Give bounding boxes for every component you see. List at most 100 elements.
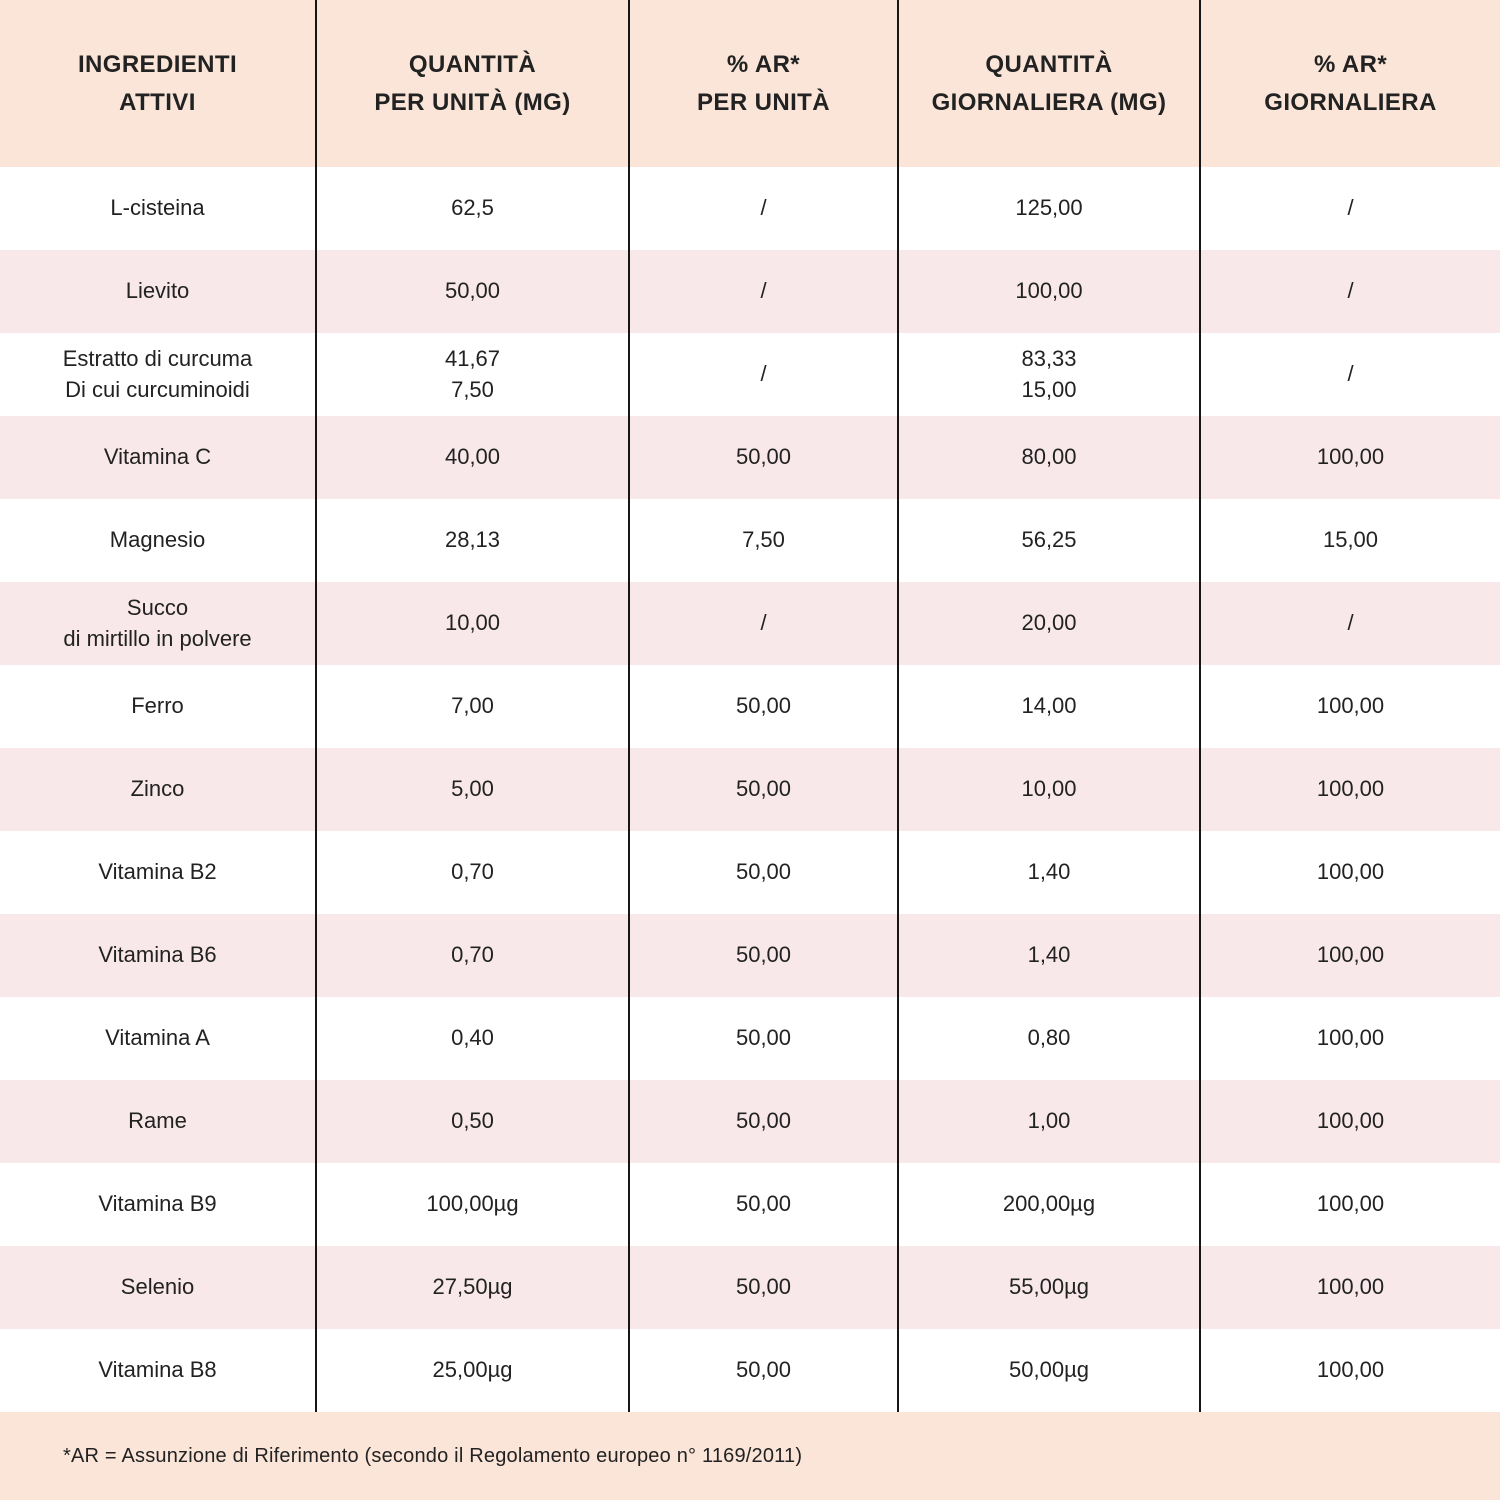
table-row: Vitamina B8 25,00µg 50,00 50,00µg 100,00 <box>0 1329 1500 1412</box>
cell-ingredient: Vitamina B8 <box>98 1357 217 1383</box>
cell-qty-per-unit: 10,00 <box>315 582 628 665</box>
table-row: Zinco 5,00 50,00 10,00 100,00 <box>0 748 1500 831</box>
cell-ingredient: Vitamina C <box>103 444 212 470</box>
cell-qty-daily: 10,00 <box>897 748 1199 831</box>
cell-ar-daily: 15,00 <box>1199 499 1500 582</box>
cell-ingredient: Succo di mirtillo in polvere <box>63 594 252 651</box>
cell-ar-per-unit: 50,00 <box>628 831 897 914</box>
cell-qty-per-unit: 28,13 <box>315 499 628 582</box>
cell-ar-daily: / <box>1199 333 1500 416</box>
cell-qty-daily: 55,00µg <box>897 1246 1199 1329</box>
table-row: L-cisteina 62,5/125,00/ <box>0 167 1500 250</box>
cell-qty-daily: 125,00 <box>897 167 1199 250</box>
cell-ar-per-unit: / <box>628 582 897 665</box>
cell-qty-per-unit: 0,40 <box>315 997 628 1080</box>
header-cell-quantita-per-unita: QUANTITÀ PER UNITÀ (MG) <box>315 0 628 167</box>
table-row: Rame 0,50 50,00 1,00 100,00 <box>0 1080 1500 1163</box>
cell-ingredient: Vitamina B6 <box>98 942 217 968</box>
cell-ingredient: Lievito <box>125 278 190 304</box>
cell-ingredient: Vitamina A <box>105 1025 210 1051</box>
cell-qty-per-unit: 100,00µg <box>315 1163 628 1246</box>
cell-ar-daily: / <box>1199 582 1500 665</box>
cell-qty-per-unit: 50,00 <box>315 250 628 333</box>
cell-qty-per-unit: 40,00 <box>315 416 628 499</box>
cell-qty-daily: 1,40 <box>897 914 1199 997</box>
cell-ingredient: Ferro <box>131 693 184 719</box>
cell-ar-per-unit: / <box>628 250 897 333</box>
table-row: Vitamina C 40,00 50,00 80,00 100,00 <box>0 416 1500 499</box>
table-body: L-cisteina 62,5/125,00/Lievito 50,00/100,0… <box>0 167 1500 1412</box>
cell-ar-daily: 100,00 <box>1199 1080 1500 1163</box>
table-row: Magnesio 28,13 7,50 56,25 15,00 <box>0 499 1500 582</box>
cell-ar-per-unit: 7,50 <box>628 499 897 582</box>
cell-ar-daily: 100,00 <box>1199 1329 1500 1412</box>
cell-ingredient: Vitamina B9 <box>98 1191 217 1217</box>
cell-ar-per-unit: 50,00 <box>628 1329 897 1412</box>
cell-qty-per-unit: 41,67 7,50 <box>315 333 628 416</box>
header-cell-ar-per-unita: % AR* PER UNITÀ <box>628 0 897 167</box>
cell-qty-per-unit: 7,00 <box>315 665 628 748</box>
table-row: Succo di mirtillo in polvere 10,00/20,00/ <box>0 582 1500 665</box>
cell-ingredient: Selenio <box>120 1274 195 1300</box>
cell-qty-daily: 0,80 <box>897 997 1199 1080</box>
cell-ingredient: L-cisteina <box>110 195 205 221</box>
cell-qty-per-unit: 62,5 <box>315 167 628 250</box>
cell-ar-per-unit: 50,00 <box>628 1246 897 1329</box>
cell-qty-daily: 50,00µg <box>897 1329 1199 1412</box>
cell-ar-daily: 100,00 <box>1199 748 1500 831</box>
table-row: Lievito 50,00/100,00/ <box>0 250 1500 333</box>
cell-qty-daily: 14,00 <box>897 665 1199 748</box>
cell-ingredient: Zinco <box>130 776 185 802</box>
cell-qty-per-unit: 0,70 <box>315 914 628 997</box>
cell-ar-per-unit: 50,00 <box>628 416 897 499</box>
cell-qty-per-unit: 25,00µg <box>315 1329 628 1412</box>
cell-ar-daily: 100,00 <box>1199 1163 1500 1246</box>
cell-qty-daily: 56,25 <box>897 499 1199 582</box>
cell-qty-per-unit: 5,00 <box>315 748 628 831</box>
footnote-bar: *AR = Assunzione di Riferimento (secondo… <box>0 1412 1500 1500</box>
table-row: Vitamina B2 0,70 50,00 1,40 100,00 <box>0 831 1500 914</box>
header-cell-ar-giornaliera: % AR* GIORNALIERA <box>1199 0 1500 167</box>
cell-qty-daily: 80,00 <box>897 416 1199 499</box>
cell-qty-daily: 200,00µg <box>897 1163 1199 1246</box>
cell-ingredient: Vitamina B2 <box>98 859 217 885</box>
cell-ar-daily: 100,00 <box>1199 665 1500 748</box>
cell-ar-daily: 100,00 <box>1199 1246 1500 1329</box>
table-row: Vitamina A 0,40 50,00 0,80 100,00 <box>0 997 1500 1080</box>
cell-qty-daily: 1,40 <box>897 831 1199 914</box>
footnote-text: *AR = Assunzione di Riferimento (secondo… <box>63 1444 803 1467</box>
cell-ar-daily: 100,00 <box>1199 416 1500 499</box>
table-row: Vitamina B6 0,70 50,00 1,40 100,00 <box>0 914 1500 997</box>
cell-ar-daily: 100,00 <box>1199 831 1500 914</box>
cell-ar-per-unit: 50,00 <box>628 1163 897 1246</box>
cell-qty-daily: 20,00 <box>897 582 1199 665</box>
cell-ingredient: Rame <box>128 1108 187 1134</box>
header-cell-quantita-giornaliera: QUANTITÀ GIORNALIERA (MG) <box>897 0 1199 167</box>
cell-ar-per-unit: 50,00 <box>628 914 897 997</box>
table-header-row: INGREDIENTI ATTIVI QUANTITÀ PER UNITÀ (M… <box>0 0 1500 167</box>
cell-ar-daily: 100,00 <box>1199 914 1500 997</box>
cell-ingredient: Estratto di curcuma Di cui curcuminoidi <box>62 345 253 402</box>
cell-qty-daily: 100,00 <box>897 250 1199 333</box>
table-row: Estratto di curcuma Di cui curcuminoidi 4… <box>0 333 1500 416</box>
header-cell-ingredienti-attivi: INGREDIENTI ATTIVI <box>77 51 238 116</box>
table-row: Selenio 27,50µg 50,00 55,00µg 100,00 <box>0 1246 1500 1329</box>
cell-ar-daily: / <box>1199 250 1500 333</box>
cell-qty-per-unit: 0,50 <box>315 1080 628 1163</box>
cell-ar-per-unit: 50,00 <box>628 997 897 1080</box>
cell-ar-daily: / <box>1199 167 1500 250</box>
cell-ar-per-unit: 50,00 <box>628 665 897 748</box>
cell-ar-per-unit: 50,00 <box>628 748 897 831</box>
cell-ar-per-unit: / <box>628 167 897 250</box>
table-row: Ferro 7,00 50,00 14,00 100,00 <box>0 665 1500 748</box>
cell-qty-daily: 83,33 15,00 <box>897 333 1199 416</box>
cell-ar-daily: 100,00 <box>1199 997 1500 1080</box>
cell-ar-per-unit: 50,00 <box>628 1080 897 1163</box>
cell-ar-per-unit: / <box>628 333 897 416</box>
cell-qty-per-unit: 27,50µg <box>315 1246 628 1329</box>
cell-qty-daily: 1,00 <box>897 1080 1199 1163</box>
cell-ingredient: Magnesio <box>109 527 206 553</box>
table-row: Vitamina B9 100,00µg 50,00 200,00µg 100,00 <box>0 1163 1500 1246</box>
cell-qty-per-unit: 0,70 <box>315 831 628 914</box>
